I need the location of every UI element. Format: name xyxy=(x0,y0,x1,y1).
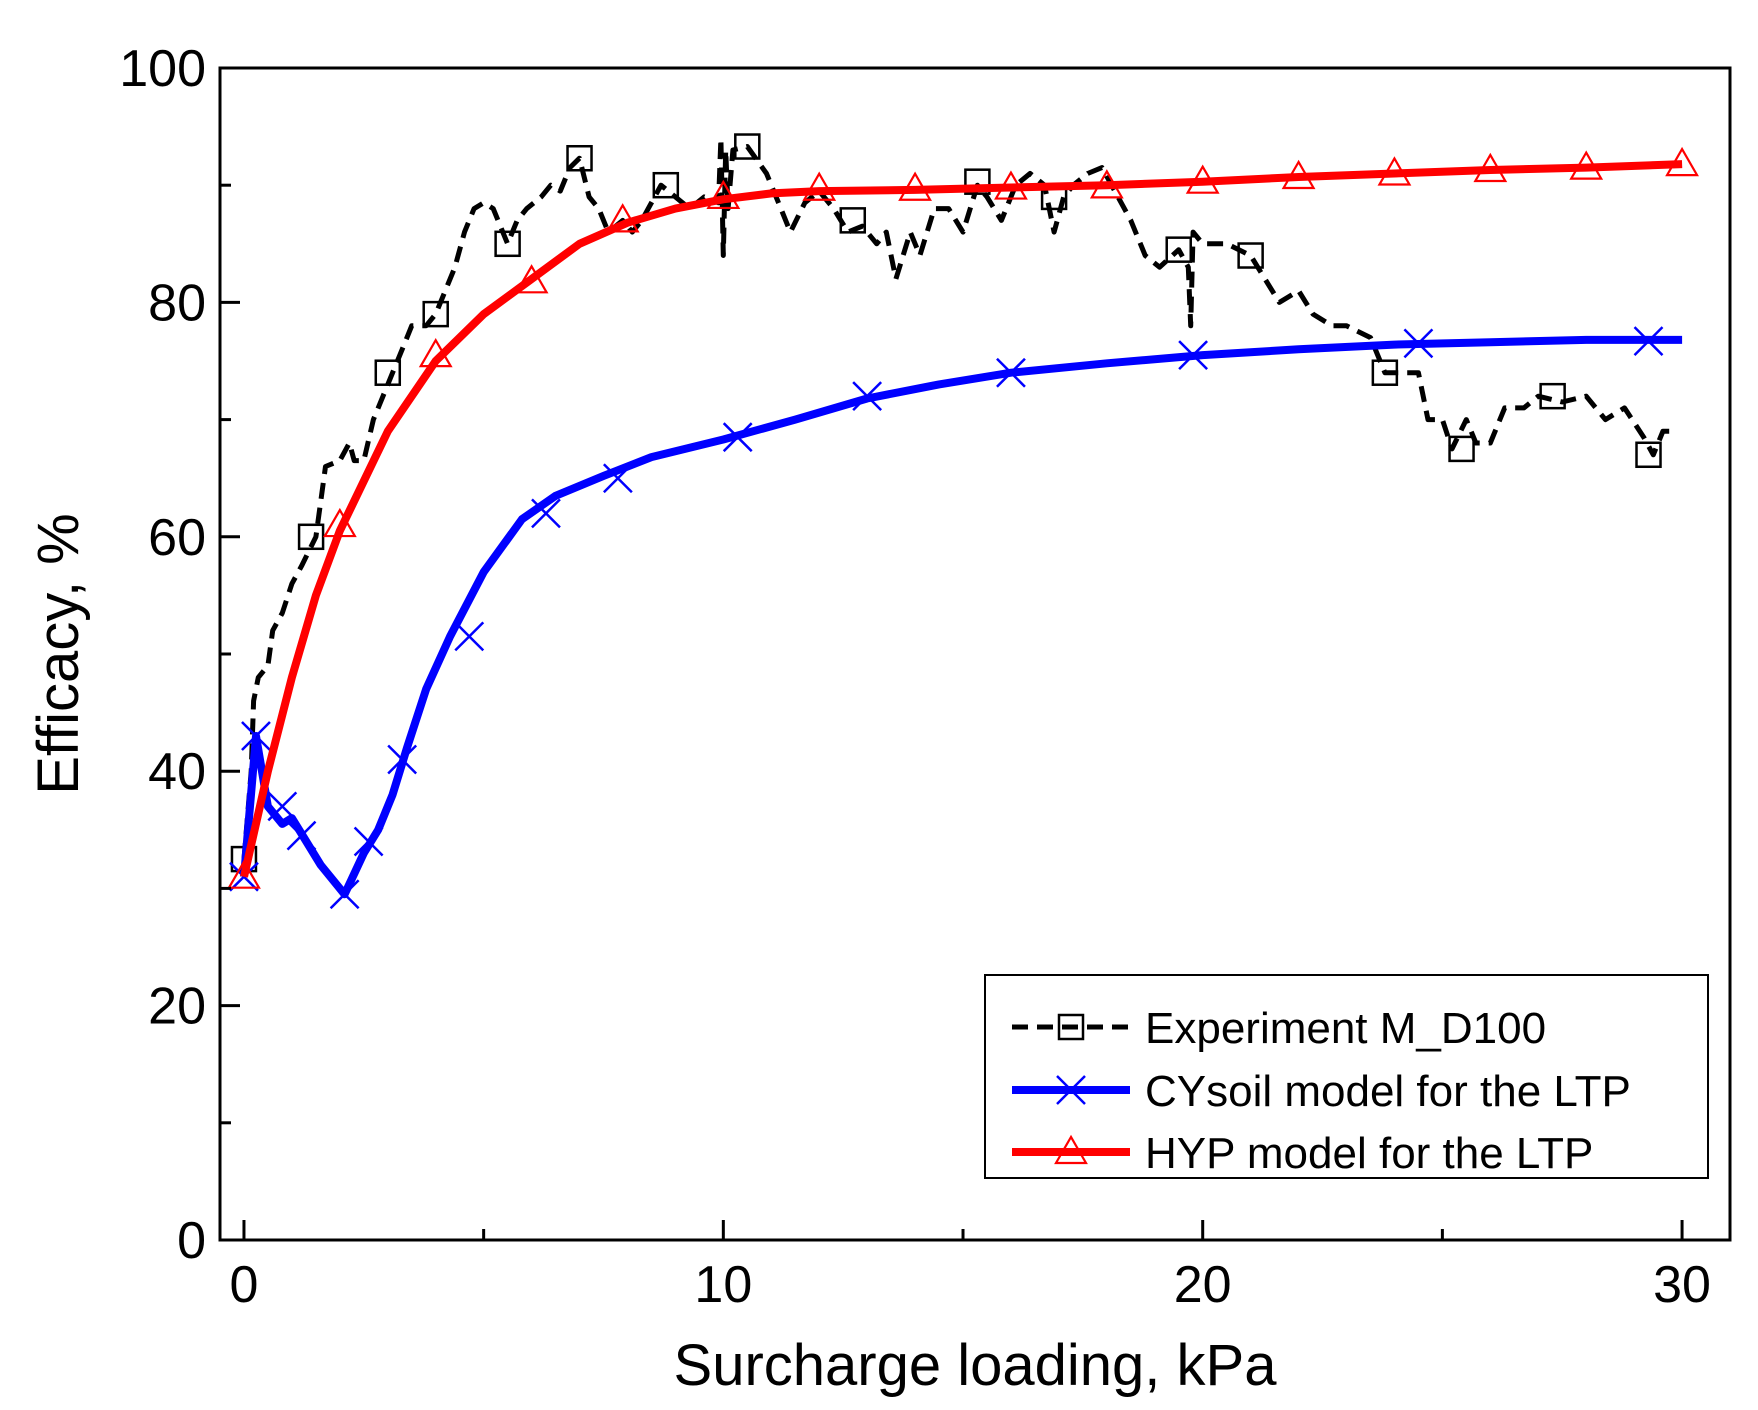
data-point xyxy=(566,144,593,172)
data-point xyxy=(1569,150,1604,180)
data-point xyxy=(706,179,741,210)
data-point xyxy=(605,203,640,233)
data-point xyxy=(1635,441,1662,469)
data-point xyxy=(994,170,1028,200)
data-point xyxy=(374,359,402,386)
data-point xyxy=(1473,152,1508,183)
y-tick-label: 100 xyxy=(119,40,206,98)
legend: Experiment M_D100 CYsoil model for the LT… xyxy=(984,974,1709,1179)
legend-marker xyxy=(1056,1075,1086,1105)
data-point xyxy=(514,264,549,294)
data-point xyxy=(267,791,298,822)
data-point xyxy=(387,744,418,775)
data-point xyxy=(1377,156,1412,186)
legend-item: CYsoil model for the LTP xyxy=(1012,1067,1631,1116)
y-tick-label: 0 xyxy=(177,1212,206,1270)
data-point xyxy=(996,357,1026,388)
data-point xyxy=(531,498,561,529)
y-tick-label: 20 xyxy=(148,978,206,1036)
y-tick-label: 80 xyxy=(148,274,206,332)
legend-label: HYP model for the LTP xyxy=(1145,1129,1593,1178)
data-point xyxy=(494,230,521,258)
data-point xyxy=(1237,242,1264,269)
data-point xyxy=(1185,164,1220,194)
legend-label: Experiment M_D100 xyxy=(1145,1004,1546,1053)
data-point xyxy=(422,300,449,328)
x-tick-label: 30 xyxy=(1653,1256,1711,1314)
legend-item: HYP model for the LTP xyxy=(1012,1129,1593,1178)
data-point xyxy=(964,168,991,195)
legend-item: Experiment M_D100 xyxy=(1012,1004,1546,1053)
data-point xyxy=(329,879,360,910)
data-point xyxy=(1371,359,1399,386)
series-line xyxy=(241,135,1678,860)
legend-marker xyxy=(1057,1013,1085,1041)
data-point xyxy=(1633,326,1664,356)
x-axis-title: Surcharge loading, kPa xyxy=(674,1333,1278,1398)
data-point xyxy=(1448,435,1475,463)
data-point xyxy=(353,826,384,857)
series-1 xyxy=(229,326,1683,910)
data-point xyxy=(1178,340,1208,371)
x-tick-label: 20 xyxy=(1174,1256,1232,1314)
data-point xyxy=(297,523,325,551)
data-point xyxy=(1539,382,1566,410)
data-point xyxy=(722,422,753,453)
data-point xyxy=(286,820,317,851)
data-point xyxy=(454,621,485,652)
legend-label: CYsoil model for the LTP xyxy=(1145,1067,1631,1116)
data-point xyxy=(322,507,357,538)
data-point xyxy=(839,207,867,234)
data-point xyxy=(1165,236,1192,263)
series-0 xyxy=(230,133,1678,873)
y-tick-label: 40 xyxy=(148,743,206,801)
data-point xyxy=(241,721,271,751)
data-point xyxy=(898,171,932,201)
data-point xyxy=(227,859,261,889)
series-2 xyxy=(227,146,1699,889)
data-point xyxy=(652,171,680,199)
y-tick-label: 60 xyxy=(148,509,206,567)
data-point xyxy=(602,463,633,494)
plot-area xyxy=(227,133,1699,910)
data-point xyxy=(418,337,453,368)
series-line xyxy=(240,160,1683,878)
data-point xyxy=(734,133,761,160)
y-axis-title: Efficacy, % xyxy=(26,513,91,795)
legend-marker xyxy=(1054,1134,1088,1165)
x-axis: 0 10 20 30 xyxy=(230,1220,1711,1314)
data-point xyxy=(1403,328,1434,359)
data-point xyxy=(802,171,837,201)
data-point xyxy=(1089,169,1124,199)
x-tick-label: 10 xyxy=(694,1256,752,1314)
data-point xyxy=(852,381,883,412)
data-point xyxy=(1665,146,1699,177)
legend-box xyxy=(984,974,1709,1179)
x-tick-label: 0 xyxy=(230,1256,259,1314)
data-point xyxy=(1281,159,1316,190)
y-axis: 0 20 40 60 80 100 xyxy=(119,40,240,1270)
